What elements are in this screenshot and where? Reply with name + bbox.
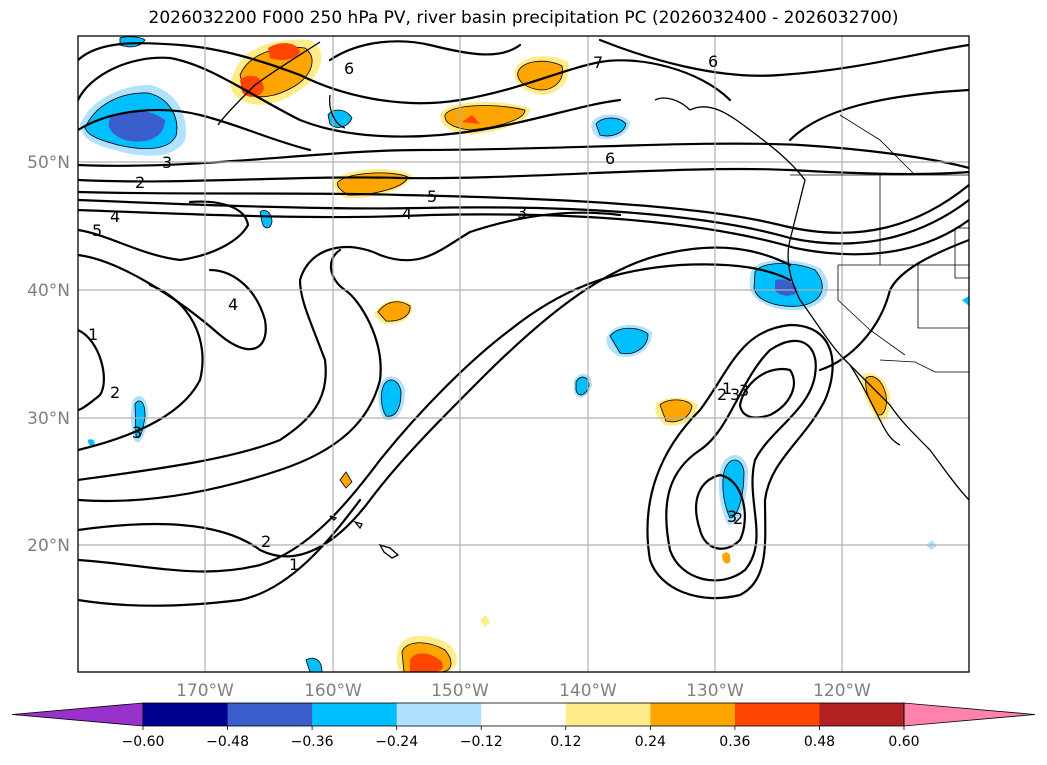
contour-label: 1 bbox=[88, 325, 98, 344]
contour-label: 4 bbox=[228, 295, 238, 314]
lat-label-50n: 50°N bbox=[27, 153, 70, 173]
colorbar-bin bbox=[650, 703, 736, 726]
contour-label: 1 bbox=[722, 379, 732, 398]
map-background bbox=[78, 36, 969, 672]
colorbar-tick-label: −0.36 bbox=[291, 734, 334, 750]
colorbar-tick-label: −0.24 bbox=[375, 734, 418, 750]
contour-label: 4 bbox=[110, 207, 120, 226]
colorbar-bin bbox=[312, 703, 398, 726]
contour-label: 3 bbox=[517, 203, 527, 222]
contour-label: 4 bbox=[402, 204, 412, 223]
colorbar-bin bbox=[143, 703, 229, 726]
colorbar-tick-label: −0.60 bbox=[122, 734, 165, 750]
longitude-labels: 170°W 160°W 150°W 140°W 130°W 120°W bbox=[176, 681, 871, 701]
colorbar-tick-label: 0.24 bbox=[635, 734, 666, 750]
lon-label-140w: 140°W bbox=[559, 681, 617, 701]
contour-label: 6 bbox=[344, 59, 354, 78]
lon-label-130w: 130°W bbox=[686, 681, 744, 701]
contour-label: 2 bbox=[717, 385, 727, 404]
latitude-labels: 50°N 40°N 30°N 20°N bbox=[27, 153, 70, 556]
contour-label: 7 bbox=[593, 53, 603, 72]
colorbar-bin bbox=[565, 703, 651, 726]
contour-label: 5 bbox=[92, 221, 102, 240]
colorbar-tick-label: 0.60 bbox=[888, 734, 919, 750]
lon-label-120w: 120°W bbox=[813, 681, 871, 701]
contour-label: 2 bbox=[261, 532, 271, 551]
contour-label: 2 bbox=[110, 383, 120, 402]
lon-label-150w: 150°W bbox=[431, 681, 489, 701]
lon-label-160w: 160°W bbox=[304, 681, 362, 701]
contour-label: 2 bbox=[135, 173, 145, 192]
contour-label: 3 bbox=[162, 153, 172, 172]
colorbar-bin bbox=[819, 703, 905, 726]
contour-label: 1 bbox=[289, 555, 299, 574]
colorbar-tick-label: −0.12 bbox=[460, 734, 503, 750]
lat-label-30n: 30°N bbox=[27, 409, 70, 429]
colorbar-tick-label: 0.48 bbox=[804, 734, 835, 750]
graticule bbox=[78, 36, 969, 672]
lat-label-40n: 40°N bbox=[27, 281, 70, 301]
pv-contours bbox=[78, 38, 969, 607]
colorbar-bin bbox=[481, 703, 567, 726]
lat-label-20n: 20°N bbox=[27, 536, 70, 556]
contour-label: 3 bbox=[730, 385, 740, 404]
map-frame bbox=[77, 35, 970, 673]
contour-label: 3 bbox=[132, 423, 142, 442]
contour-label: 5 bbox=[427, 187, 437, 206]
contour-label: 6 bbox=[708, 52, 718, 71]
coastlines bbox=[217, 41, 969, 559]
colorbar-bin bbox=[396, 703, 482, 726]
precipitation-shading bbox=[80, 36, 969, 672]
colorbar-tick-label: −0.48 bbox=[206, 734, 249, 750]
page-title: 2026032200 F000 250 hPa PV, river basin … bbox=[148, 8, 899, 28]
colorbar-extend-high bbox=[903, 702, 1036, 727]
contour-label: 3 bbox=[739, 381, 749, 400]
colorbar-extend-low bbox=[11, 702, 144, 727]
colorbar-outline bbox=[142, 702, 905, 727]
colorbar-bin bbox=[227, 703, 313, 726]
colorbar-bin bbox=[734, 703, 820, 726]
contour-labels: 1 2 3 4 5 6 4 5 3 6 7 6 3 2 4 1 2 3 2 1 … bbox=[88, 52, 749, 574]
colorbar-tick-label: 0.36 bbox=[719, 734, 750, 750]
lon-label-170w: 170°W bbox=[176, 681, 234, 701]
contour-label: 2 bbox=[733, 509, 743, 528]
contour-label: 3 bbox=[727, 507, 737, 526]
contour-label: 6 bbox=[605, 149, 615, 168]
colorbar: −0.60 −0.48 −0.36 −0.24 −0.12 0.12 0.24 0.36 0.4… bbox=[11, 702, 1036, 750]
colorbar-tick-label: 0.12 bbox=[550, 734, 581, 750]
